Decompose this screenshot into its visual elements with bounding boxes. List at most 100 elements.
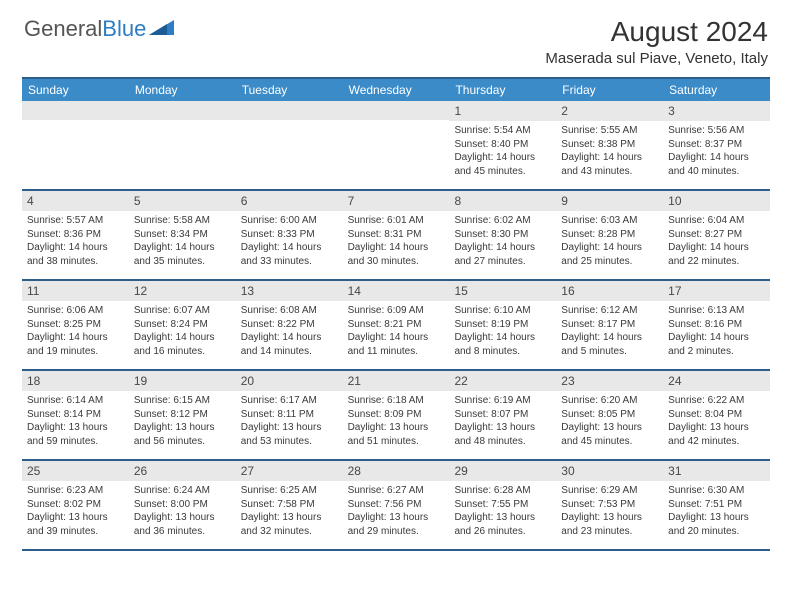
sunset-text: Sunset: 8:38 PM: [561, 138, 658, 152]
sunset-text: Sunset: 8:19 PM: [454, 318, 551, 332]
day-number: 30: [556, 461, 663, 481]
day-cell: 31Sunrise: 6:30 AMSunset: 7:51 PMDayligh…: [663, 461, 770, 549]
day-cell: 4Sunrise: 5:57 AMSunset: 8:36 PMDaylight…: [22, 191, 129, 279]
day-number: 16: [556, 281, 663, 301]
sunset-text: Sunset: 8:22 PM: [241, 318, 338, 332]
day-number: 18: [22, 371, 129, 391]
daylight-text: Daylight: 13 hours and 48 minutes.: [454, 421, 551, 448]
sunrise-text: Sunrise: 6:07 AM: [134, 304, 231, 318]
week-row: 11Sunrise: 6:06 AMSunset: 8:25 PMDayligh…: [22, 281, 770, 371]
day-cell: 13Sunrise: 6:08 AMSunset: 8:22 PMDayligh…: [236, 281, 343, 369]
sunset-text: Sunset: 8:33 PM: [241, 228, 338, 242]
weekday-sunday: Sunday: [22, 79, 129, 101]
sunset-text: Sunset: 8:05 PM: [561, 408, 658, 422]
day-number: [343, 101, 450, 120]
sunset-text: Sunset: 8:36 PM: [27, 228, 124, 242]
day-number: 9: [556, 191, 663, 211]
day-cell: 12Sunrise: 6:07 AMSunset: 8:24 PMDayligh…: [129, 281, 236, 369]
day-body: Sunrise: 5:54 AMSunset: 8:40 PMDaylight:…: [449, 121, 556, 183]
sunrise-text: Sunrise: 6:30 AM: [668, 484, 765, 498]
sunset-text: Sunset: 7:56 PM: [348, 498, 445, 512]
sunrise-text: Sunrise: 6:28 AM: [454, 484, 551, 498]
day-body: Sunrise: 6:12 AMSunset: 8:17 PMDaylight:…: [556, 301, 663, 363]
day-number: 11: [22, 281, 129, 301]
header: GeneralBlue August 2024 Maserada sul Pia…: [0, 0, 792, 71]
sunset-text: Sunset: 8:30 PM: [454, 228, 551, 242]
day-number: 2: [556, 101, 663, 121]
sunrise-text: Sunrise: 6:01 AM: [348, 214, 445, 228]
weekday-thursday: Thursday: [449, 79, 556, 101]
sunset-text: Sunset: 8:02 PM: [27, 498, 124, 512]
day-body: Sunrise: 6:28 AMSunset: 7:55 PMDaylight:…: [449, 481, 556, 543]
daylight-text: Daylight: 14 hours and 38 minutes.: [27, 241, 124, 268]
sunset-text: Sunset: 8:16 PM: [668, 318, 765, 332]
day-number: [129, 101, 236, 120]
sunrise-text: Sunrise: 6:27 AM: [348, 484, 445, 498]
brand-text-2: Blue: [102, 16, 146, 42]
daylight-text: Daylight: 14 hours and 33 minutes.: [241, 241, 338, 268]
daylight-text: Daylight: 13 hours and 59 minutes.: [27, 421, 124, 448]
day-number: 26: [129, 461, 236, 481]
sunrise-text: Sunrise: 6:20 AM: [561, 394, 658, 408]
sunrise-text: Sunrise: 6:14 AM: [27, 394, 124, 408]
daylight-text: Daylight: 14 hours and 11 minutes.: [348, 331, 445, 358]
weekday-monday: Monday: [129, 79, 236, 101]
day-cell: 2Sunrise: 5:55 AMSunset: 8:38 PMDaylight…: [556, 101, 663, 189]
sunrise-text: Sunrise: 6:13 AM: [668, 304, 765, 318]
weekday-saturday: Saturday: [663, 79, 770, 101]
day-cell: 11Sunrise: 6:06 AMSunset: 8:25 PMDayligh…: [22, 281, 129, 369]
day-number: 23: [556, 371, 663, 391]
sunset-text: Sunset: 8:28 PM: [561, 228, 658, 242]
sunset-text: Sunset: 8:04 PM: [668, 408, 765, 422]
daylight-text: Daylight: 14 hours and 16 minutes.: [134, 331, 231, 358]
sunrise-text: Sunrise: 5:54 AM: [454, 124, 551, 138]
day-cell: 30Sunrise: 6:29 AMSunset: 7:53 PMDayligh…: [556, 461, 663, 549]
day-number: 24: [663, 371, 770, 391]
day-cell: 29Sunrise: 6:28 AMSunset: 7:55 PMDayligh…: [449, 461, 556, 549]
day-cell: 23Sunrise: 6:20 AMSunset: 8:05 PMDayligh…: [556, 371, 663, 459]
day-body: Sunrise: 6:22 AMSunset: 8:04 PMDaylight:…: [663, 391, 770, 453]
day-number: 10: [663, 191, 770, 211]
sunset-text: Sunset: 8:14 PM: [27, 408, 124, 422]
daylight-text: Daylight: 13 hours and 42 minutes.: [668, 421, 765, 448]
sunset-text: Sunset: 8:25 PM: [27, 318, 124, 332]
day-cell: 28Sunrise: 6:27 AMSunset: 7:56 PMDayligh…: [343, 461, 450, 549]
daylight-text: Daylight: 13 hours and 36 minutes.: [134, 511, 231, 538]
day-number: 3: [663, 101, 770, 121]
day-body: Sunrise: 6:17 AMSunset: 8:11 PMDaylight:…: [236, 391, 343, 453]
month-title: August 2024: [545, 16, 768, 48]
title-block: August 2024 Maserada sul Piave, Veneto, …: [545, 16, 768, 67]
day-number: 6: [236, 191, 343, 211]
day-cell: 10Sunrise: 6:04 AMSunset: 8:27 PMDayligh…: [663, 191, 770, 279]
day-number: 25: [22, 461, 129, 481]
daylight-text: Daylight: 13 hours and 23 minutes.: [561, 511, 658, 538]
day-body: Sunrise: 5:55 AMSunset: 8:38 PMDaylight:…: [556, 121, 663, 183]
sunrise-text: Sunrise: 6:08 AM: [241, 304, 338, 318]
sunset-text: Sunset: 8:40 PM: [454, 138, 551, 152]
sunrise-text: Sunrise: 6:29 AM: [561, 484, 658, 498]
day-number: 31: [663, 461, 770, 481]
daylight-text: Daylight: 14 hours and 30 minutes.: [348, 241, 445, 268]
day-cell: 25Sunrise: 6:23 AMSunset: 8:02 PMDayligh…: [22, 461, 129, 549]
day-body: Sunrise: 6:14 AMSunset: 8:14 PMDaylight:…: [22, 391, 129, 453]
day-number: [236, 101, 343, 120]
day-number: 20: [236, 371, 343, 391]
daylight-text: Daylight: 14 hours and 40 minutes.: [668, 151, 765, 178]
sunset-text: Sunset: 8:17 PM: [561, 318, 658, 332]
sunrise-text: Sunrise: 5:58 AM: [134, 214, 231, 228]
location-text: Maserada sul Piave, Veneto, Italy: [545, 50, 768, 67]
sunrise-text: Sunrise: 6:22 AM: [668, 394, 765, 408]
day-body: Sunrise: 6:03 AMSunset: 8:28 PMDaylight:…: [556, 211, 663, 273]
day-cell: 17Sunrise: 6:13 AMSunset: 8:16 PMDayligh…: [663, 281, 770, 369]
weeks-container: 1Sunrise: 5:54 AMSunset: 8:40 PMDaylight…: [22, 101, 770, 551]
day-body: Sunrise: 6:15 AMSunset: 8:12 PMDaylight:…: [129, 391, 236, 453]
weekday-tuesday: Tuesday: [236, 79, 343, 101]
sunrise-text: Sunrise: 6:02 AM: [454, 214, 551, 228]
day-cell: 20Sunrise: 6:17 AMSunset: 8:11 PMDayligh…: [236, 371, 343, 459]
day-number: 5: [129, 191, 236, 211]
sunrise-text: Sunrise: 6:15 AM: [134, 394, 231, 408]
day-body: Sunrise: 6:07 AMSunset: 8:24 PMDaylight:…: [129, 301, 236, 363]
sunset-text: Sunset: 8:09 PM: [348, 408, 445, 422]
day-body: Sunrise: 6:23 AMSunset: 8:02 PMDaylight:…: [22, 481, 129, 543]
day-cell: 24Sunrise: 6:22 AMSunset: 8:04 PMDayligh…: [663, 371, 770, 459]
